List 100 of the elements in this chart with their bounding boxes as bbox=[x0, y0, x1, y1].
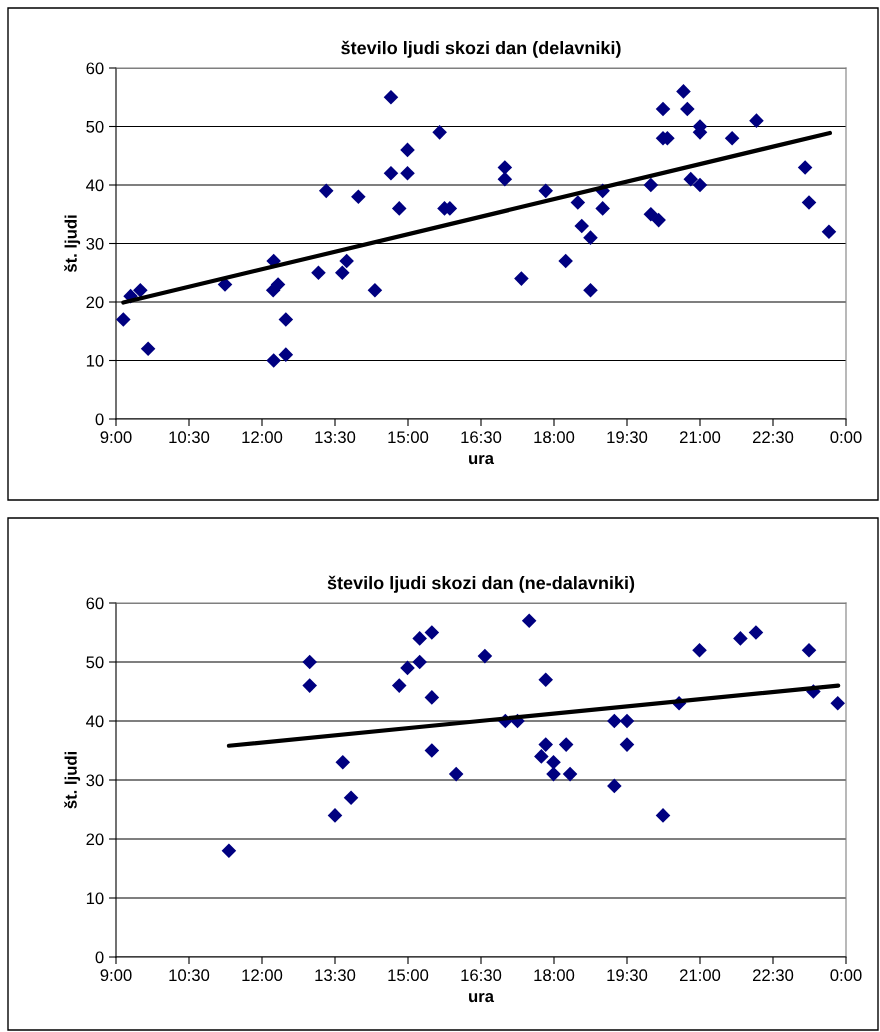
x-tick-label: 15:00 bbox=[388, 969, 429, 982]
y-tick-label: 20 bbox=[86, 296, 104, 309]
x-tick-label: 9:00 bbox=[100, 969, 132, 982]
point bbox=[676, 84, 691, 99]
point bbox=[133, 283, 148, 298]
point bbox=[643, 206, 659, 222]
point bbox=[546, 755, 561, 770]
point bbox=[311, 265, 326, 281]
point bbox=[412, 631, 427, 646]
point bbox=[432, 125, 447, 140]
x-axis-title: ura bbox=[469, 455, 495, 465]
y-tick-label: 0 bbox=[95, 951, 104, 964]
point bbox=[335, 755, 351, 770]
point bbox=[140, 341, 156, 357]
point bbox=[643, 177, 659, 193]
y-tick-label: 30 bbox=[86, 774, 104, 787]
x-tick-label: 12:00 bbox=[242, 969, 283, 982]
point bbox=[278, 312, 294, 327]
point bbox=[570, 195, 586, 210]
point bbox=[400, 166, 415, 181]
point bbox=[607, 778, 622, 794]
y-axis-title: št. ljudi bbox=[64, 752, 81, 809]
point bbox=[266, 353, 281, 368]
point bbox=[595, 201, 610, 216]
point bbox=[391, 678, 407, 693]
x-tick-label: 0:00 bbox=[830, 431, 862, 444]
point bbox=[116, 312, 131, 327]
point bbox=[367, 283, 383, 298]
point bbox=[655, 101, 671, 117]
point bbox=[302, 654, 317, 670]
point bbox=[514, 271, 529, 286]
point bbox=[748, 625, 764, 640]
x-tick-label: 22:30 bbox=[752, 969, 794, 982]
x-tick-label: 16:30 bbox=[461, 431, 502, 444]
point bbox=[821, 224, 837, 240]
point bbox=[335, 265, 350, 281]
point bbox=[424, 690, 440, 705]
y-tick-label: 40 bbox=[86, 715, 104, 728]
point bbox=[724, 130, 740, 146]
point bbox=[497, 171, 513, 187]
point bbox=[302, 678, 317, 693]
y-tick-label: 20 bbox=[86, 833, 104, 846]
x-tick-label: 12:00 bbox=[242, 431, 283, 444]
x-tick-label: 18:00 bbox=[534, 969, 575, 982]
x-tick-label: 21:00 bbox=[679, 969, 721, 982]
x-tick-label: 9:00 bbox=[100, 431, 132, 444]
y-tick-label: 60 bbox=[86, 597, 104, 610]
point bbox=[534, 749, 549, 764]
point bbox=[583, 283, 598, 298]
chart-title: število ljudi skozi dan (delavniki) bbox=[341, 40, 621, 58]
point bbox=[538, 672, 554, 687]
point bbox=[339, 253, 354, 269]
x-tick-label: 16:30 bbox=[461, 969, 502, 982]
point bbox=[343, 790, 359, 805]
point bbox=[558, 253, 573, 269]
point bbox=[351, 189, 366, 204]
point bbox=[538, 737, 554, 752]
point bbox=[265, 283, 281, 298]
point bbox=[801, 195, 817, 210]
y-tick-label: 40 bbox=[86, 179, 104, 192]
x-tick-label: 13:30 bbox=[315, 431, 356, 444]
point bbox=[383, 166, 399, 181]
point bbox=[546, 766, 561, 782]
point bbox=[583, 230, 598, 245]
x-tick-label: 10:30 bbox=[169, 969, 210, 982]
point bbox=[383, 89, 399, 105]
point bbox=[619, 737, 635, 752]
point bbox=[278, 347, 294, 362]
y-tick-label: 50 bbox=[86, 656, 104, 669]
point bbox=[391, 201, 407, 216]
point bbox=[424, 625, 440, 640]
point bbox=[558, 737, 574, 752]
point bbox=[448, 766, 464, 782]
x-tick-label: 18:00 bbox=[534, 431, 575, 444]
point bbox=[619, 713, 635, 729]
x-tick-label: 10:30 bbox=[169, 431, 210, 444]
y-axis-title: št. ljudi bbox=[64, 215, 81, 273]
point bbox=[412, 654, 427, 670]
y-tick-label: 30 bbox=[86, 237, 104, 250]
point bbox=[521, 613, 537, 628]
x-tick-label: 15:00 bbox=[388, 431, 429, 444]
point bbox=[733, 631, 748, 646]
y-tick-label: 50 bbox=[86, 120, 104, 133]
point bbox=[680, 101, 695, 117]
point bbox=[327, 808, 343, 823]
point bbox=[749, 113, 764, 128]
x-tick-label: 19:30 bbox=[607, 431, 648, 444]
y-tick-label: 10 bbox=[86, 354, 104, 367]
point bbox=[574, 218, 590, 234]
point bbox=[607, 713, 622, 729]
point bbox=[424, 743, 440, 758]
x-tick-label: 22:30 bbox=[752, 431, 794, 444]
point bbox=[692, 642, 707, 658]
point bbox=[497, 160, 513, 175]
x-tick-label: 13:30 bbox=[315, 969, 356, 982]
point bbox=[221, 843, 237, 859]
point bbox=[830, 696, 846, 711]
point bbox=[797, 160, 813, 175]
point bbox=[562, 766, 578, 782]
point bbox=[318, 183, 334, 199]
